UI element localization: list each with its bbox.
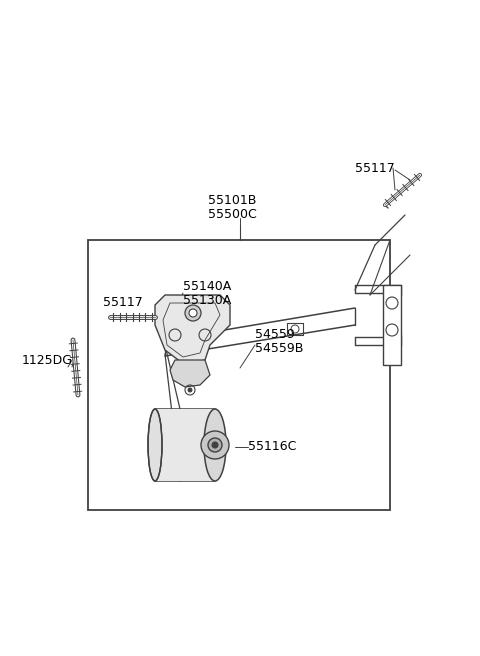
- Ellipse shape: [148, 409, 162, 481]
- Circle shape: [208, 438, 222, 452]
- Ellipse shape: [204, 409, 226, 481]
- Circle shape: [188, 388, 192, 392]
- Text: 55117: 55117: [103, 295, 143, 308]
- Text: 54559: 54559: [255, 329, 295, 342]
- Circle shape: [185, 305, 201, 321]
- Text: 55140A: 55140A: [183, 281, 231, 293]
- Text: 1125DG: 1125DG: [22, 354, 73, 367]
- Bar: [155, 409, 215, 481]
- Circle shape: [201, 431, 229, 459]
- Text: 55116C: 55116C: [248, 440, 296, 453]
- Circle shape: [212, 442, 218, 448]
- Polygon shape: [155, 295, 230, 365]
- Text: 55130A: 55130A: [183, 293, 231, 306]
- Bar: [88, 240, 390, 510]
- Bar: [383, 285, 401, 365]
- Circle shape: [189, 309, 197, 317]
- Polygon shape: [170, 360, 210, 387]
- Text: 55500C: 55500C: [208, 207, 256, 220]
- Text: 54559B: 54559B: [255, 342, 303, 354]
- Text: 55117: 55117: [355, 161, 395, 174]
- Text: 55101B: 55101B: [208, 194, 256, 207]
